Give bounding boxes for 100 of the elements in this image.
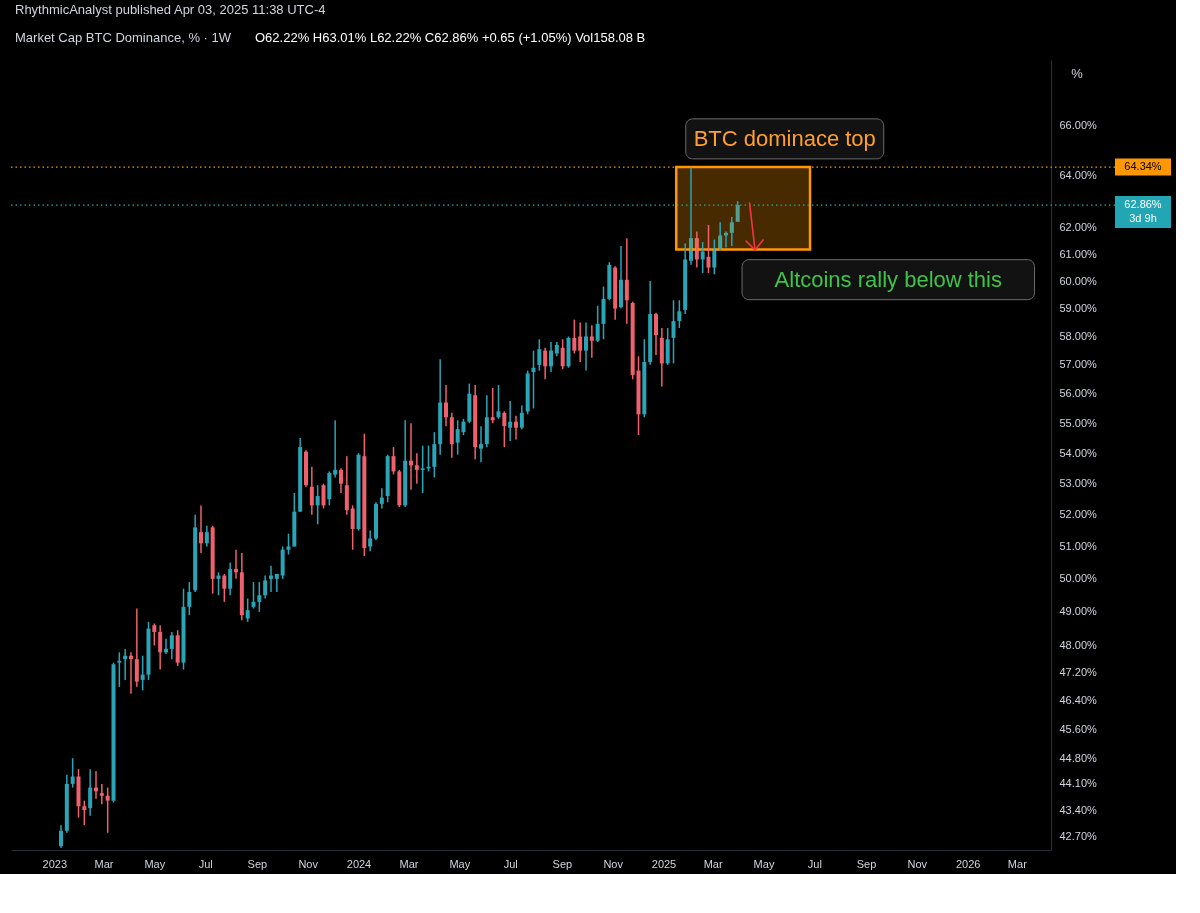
candlestick <box>712 238 717 276</box>
candlestick <box>601 285 606 341</box>
candlestick <box>327 470 332 507</box>
candlestick <box>193 514 198 593</box>
chart-title: Market Cap BTC Dominance, % · 1W <box>15 30 232 45</box>
candlestick <box>175 629 180 667</box>
candlestick <box>449 412 454 459</box>
candlestick <box>619 245 623 310</box>
candlestick <box>158 624 163 671</box>
candlestick <box>134 607 139 688</box>
annotation: BTC dominace top <box>693 125 876 151</box>
y-tick-label: 43.40% <box>1059 803 1098 816</box>
candlestick <box>239 552 244 621</box>
y-tick-label: 64.00% <box>1059 169 1098 182</box>
y-tick-label: 49.00% <box>1059 605 1098 618</box>
x-tick-label: Jul <box>807 857 822 870</box>
y-tick-label: 45.60% <box>1059 722 1098 735</box>
x-tick-label: Jul <box>198 857 213 870</box>
candlestick <box>467 382 472 424</box>
x-tick-label: Sep <box>247 857 268 870</box>
candlestick <box>374 501 378 541</box>
candlestick <box>350 504 355 551</box>
x-tick-label: 2024 <box>346 857 372 870</box>
y-tick-label: 58.00% <box>1059 329 1098 342</box>
y-tick-label: 55.00% <box>1059 416 1098 429</box>
candlestick <box>665 327 670 366</box>
candlestick <box>560 338 565 370</box>
candlestick <box>659 327 664 388</box>
x-tick-label: May <box>753 857 775 870</box>
candlestick <box>181 587 186 671</box>
text: RhythmicAnalyst published Apr 03, 2025 11:38 UTC-4 <box>15 2 326 17</box>
candlestick <box>636 355 641 436</box>
candlestick <box>228 561 233 596</box>
x-tick-label: Mar <box>399 857 419 870</box>
y-tick-label: 59.00% <box>1059 302 1098 315</box>
candlestick <box>484 394 489 448</box>
candlestick <box>403 419 408 508</box>
y-tick-label: 66.00% <box>1059 118 1098 131</box>
y-tick-label: 52.00% <box>1059 508 1098 521</box>
candlestick <box>362 432 367 557</box>
y-tick-label: 50.00% <box>1059 572 1098 585</box>
candlestick <box>111 661 116 804</box>
x-tick-label: Nov <box>603 857 624 870</box>
y-tick-label: 44.80% <box>1059 751 1098 764</box>
y-tick-label: 56.00% <box>1059 387 1098 400</box>
candlestick <box>624 237 629 325</box>
candlestick <box>648 280 653 366</box>
x-tick-label: May <box>449 857 471 870</box>
candlestick <box>146 621 151 681</box>
candlestick <box>385 453 390 504</box>
y-tick-label: 48.00% <box>1059 639 1098 651</box>
candlestick <box>356 452 361 532</box>
candlestick <box>566 335 571 369</box>
candlestick <box>280 545 285 580</box>
x-tick-label: 2025 <box>651 857 677 870</box>
candlestick <box>432 431 437 479</box>
annotation: Altcoins rally below this <box>774 266 1002 292</box>
ref-line-label: 62.86% <box>1124 198 1162 211</box>
candlestick <box>683 242 688 315</box>
y-tick-label: 42.70% <box>1059 830 1098 843</box>
candlestick <box>304 449 308 488</box>
x-tick-label: Mar <box>94 857 114 870</box>
candlestick <box>292 492 297 548</box>
candlestick <box>344 455 349 516</box>
candlestick <box>654 311 658 356</box>
x-tick-label: 2023 <box>42 857 68 870</box>
candlestick <box>88 768 93 817</box>
ref-line-label: 64.34% <box>1124 160 1162 173</box>
x-tick-label: Nov <box>907 857 928 870</box>
candlestick <box>420 444 425 494</box>
text: % <box>1071 66 1084 81</box>
candlestick <box>607 261 612 302</box>
candlestick <box>309 466 314 516</box>
x-tick-label: 2026 <box>955 857 981 870</box>
y-tick-label: 46.40% <box>1059 694 1098 707</box>
candlestick <box>473 384 478 460</box>
x-tick-label: Mar <box>1007 857 1028 870</box>
chart-subtitle: O62.22% H63.01% L62.22% C62.86% +0.65 (+1.05%) Vol158.08 B <box>255 30 646 45</box>
y-tick-label: 53.00% <box>1059 477 1098 490</box>
y-tick-label: 51.00% <box>1059 540 1098 552</box>
y-tick-label: 47.20% <box>1059 666 1098 679</box>
candlestick <box>397 469 402 508</box>
y-tick-label: 61.00% <box>1059 247 1098 260</box>
y-tick-label: 62.00% <box>1059 221 1098 234</box>
y-tick-label: 44.10% <box>1059 777 1098 790</box>
x-tick-label: Mar <box>703 857 723 870</box>
text: 3d 9h <box>1129 212 1157 225</box>
candlestick <box>438 358 443 456</box>
x-tick-label: Sep <box>552 857 573 870</box>
candlestick <box>642 338 647 419</box>
y-tick-label: 54.00% <box>1059 446 1098 459</box>
x-tick-label: Jul <box>503 857 518 870</box>
candlestick <box>76 768 81 819</box>
candlestick <box>298 437 303 513</box>
candlestick <box>64 773 69 834</box>
x-tick-label: Sep <box>856 857 877 870</box>
candlestick <box>525 369 530 416</box>
y-tick-label: 57.00% <box>1059 358 1098 371</box>
candlestick <box>613 265 618 321</box>
candlestick <box>630 300 635 381</box>
